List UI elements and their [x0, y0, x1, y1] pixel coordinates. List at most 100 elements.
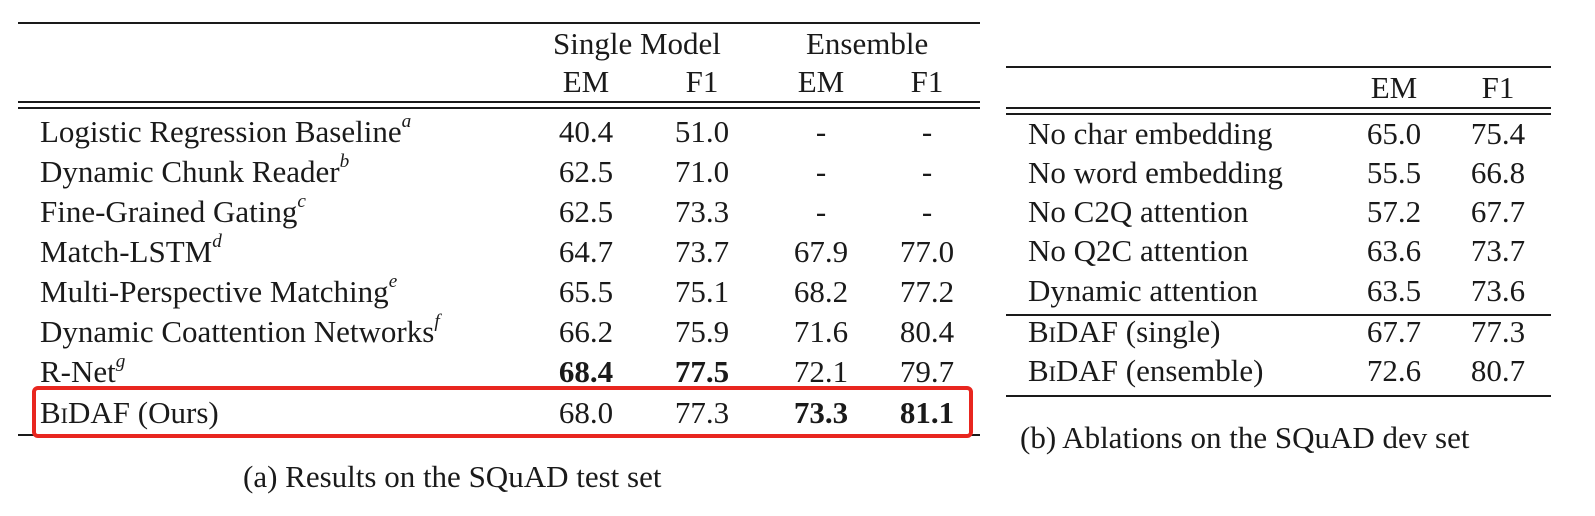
table-cell: -	[815, 114, 827, 149]
table-cell: 77.2	[899, 274, 955, 309]
ours-ensemble-f1: 81.1	[899, 395, 955, 430]
table-cell: -	[921, 114, 933, 149]
table-cell: 62.5	[558, 154, 614, 189]
table-cell: 80.7	[1470, 353, 1526, 388]
table-cell: 66.2	[558, 314, 614, 349]
col-header-single-em: EM	[562, 64, 610, 99]
col-header-b-em: EM	[1370, 70, 1418, 105]
table-cell: -	[815, 194, 827, 229]
table-cell: 67.7	[1366, 314, 1422, 349]
table-cell: 73.7	[674, 234, 730, 269]
table-b-bottom-rule	[1006, 395, 1551, 397]
row-name: Dynamic Coattention Networksf	[40, 312, 440, 349]
ours-single-f1: 77.3	[674, 395, 730, 430]
row-footnote-marker: e	[388, 270, 398, 292]
row-name: BiDAF (ensemble)	[1028, 355, 1264, 386]
table-cell: 71.6	[793, 314, 849, 349]
table-cell: 67.7	[1470, 194, 1526, 229]
col-header-ensemble-f1: F1	[910, 64, 944, 99]
row-name-text: R-Net	[40, 354, 116, 389]
row-footnote-marker: f	[434, 310, 440, 332]
table-cell: 73.7	[1470, 233, 1526, 268]
table-cell: 64.7	[558, 234, 614, 269]
table-cell: 72.6	[1366, 353, 1422, 388]
row-name: No C2Q attention	[1028, 194, 1249, 229]
row-footnote-marker: b	[339, 150, 350, 172]
table-cell: 79.7	[899, 354, 955, 389]
table-cell: 68.2	[793, 274, 849, 309]
table-cell: 73.3	[674, 194, 730, 229]
row-name: BiDAF (single)	[1028, 316, 1220, 347]
row-footnote-marker: d	[212, 230, 222, 252]
table-b-header-rule-1	[1006, 107, 1551, 109]
row-ours-name: BiDAF (Ours)	[40, 397, 219, 428]
col-header-single-f1: F1	[685, 64, 719, 99]
row-name-text: Multi-Perspective Matching	[40, 274, 389, 309]
ours-single-em: 68.0	[558, 395, 614, 430]
table-cell: 72.1	[793, 354, 849, 389]
row-name: Fine-Grained Gatingc	[40, 192, 306, 229]
table-cell: 71.0	[674, 154, 730, 189]
row-name-text: Match-LSTM	[40, 234, 213, 269]
group-header-ensemble: Ensemble	[806, 26, 929, 61]
table-a-header-rule-2	[18, 107, 980, 109]
row-name: No Q2C attention	[1028, 233, 1249, 268]
table-cell: 75.9	[674, 314, 730, 349]
table-cell: 57.2	[1366, 194, 1422, 229]
row-name-text: Fine-Grained Gating	[40, 194, 298, 229]
table-cell: 63.6	[1366, 233, 1422, 268]
bidaf-variant: (single)	[1118, 314, 1221, 349]
row-name: Dynamic Chunk Readerb	[40, 152, 349, 189]
table-cell: -	[815, 154, 827, 189]
bidaf-name: BiDAF	[1028, 353, 1119, 388]
ours-suffix: (Ours)	[130, 395, 219, 430]
bidaf-name: BiDAF	[40, 395, 131, 430]
table-cell: 77.0	[899, 234, 955, 269]
table-a-top-rule	[18, 22, 980, 24]
row-name: Match-LSTMd	[40, 232, 222, 269]
table-cell: 67.9	[793, 234, 849, 269]
table-cell: 80.4	[899, 314, 955, 349]
row-name: Multi-Perspective Matchinge	[40, 272, 397, 309]
row-name-text: Dynamic Coattention Networks	[40, 314, 435, 349]
row-footnote-marker: g	[115, 350, 126, 372]
bidaf-variant: (ensemble)	[1118, 353, 1264, 388]
table-cell: 63.5	[1366, 273, 1422, 308]
caption-a: (a) Results on the SQuAD test set	[243, 459, 662, 494]
table-cell: 75.1	[674, 274, 730, 309]
table-cell: 51.0	[674, 114, 730, 149]
table-b-header-rule-2	[1006, 113, 1551, 115]
row-name: Logistic Regression Baselinea	[40, 112, 411, 149]
table-cell: 40.4	[558, 114, 614, 149]
row-name-text: Dynamic Chunk Reader	[40, 154, 340, 189]
row-footnote-marker: c	[297, 190, 306, 212]
table-a-header-rule-1	[18, 101, 980, 103]
table-cell: 75.4	[1470, 116, 1526, 151]
table-cell: 62.5	[558, 194, 614, 229]
table-cell: 55.5	[1366, 155, 1422, 190]
table-cell: 77.5	[674, 354, 730, 389]
col-header-b-f1: F1	[1481, 70, 1515, 105]
table-b-top-rule	[1006, 66, 1551, 68]
table-cell: 65.5	[558, 274, 614, 309]
table-cell: 77.3	[1470, 314, 1526, 349]
row-name: No word embedding	[1028, 155, 1283, 190]
row-name-text: Logistic Regression Baseline	[40, 114, 402, 149]
row-footnote-marker: a	[401, 110, 412, 132]
highlight-box-ours	[32, 386, 973, 438]
row-name: No char embedding	[1028, 116, 1273, 151]
row-name: Dynamic attention	[1028, 273, 1258, 308]
ours-ensemble-em: 73.3	[793, 395, 849, 430]
table-cell: -	[921, 194, 933, 229]
table-cell: 68.4	[558, 354, 614, 389]
table-b-mid-rule	[1006, 314, 1551, 316]
bidaf-name: BiDAF	[1028, 314, 1119, 349]
table-cell: 65.0	[1366, 116, 1422, 151]
caption-b: (b) Ablations on the SQuAD dev set	[1020, 420, 1470, 455]
row-name: R-Netg	[40, 352, 125, 389]
group-header-single-model: Single Model	[553, 26, 721, 61]
col-header-ensemble-em: EM	[797, 64, 845, 99]
table-cell: 66.8	[1470, 155, 1526, 190]
table-cell: 73.6	[1470, 273, 1526, 308]
table-cell: -	[921, 154, 933, 189]
